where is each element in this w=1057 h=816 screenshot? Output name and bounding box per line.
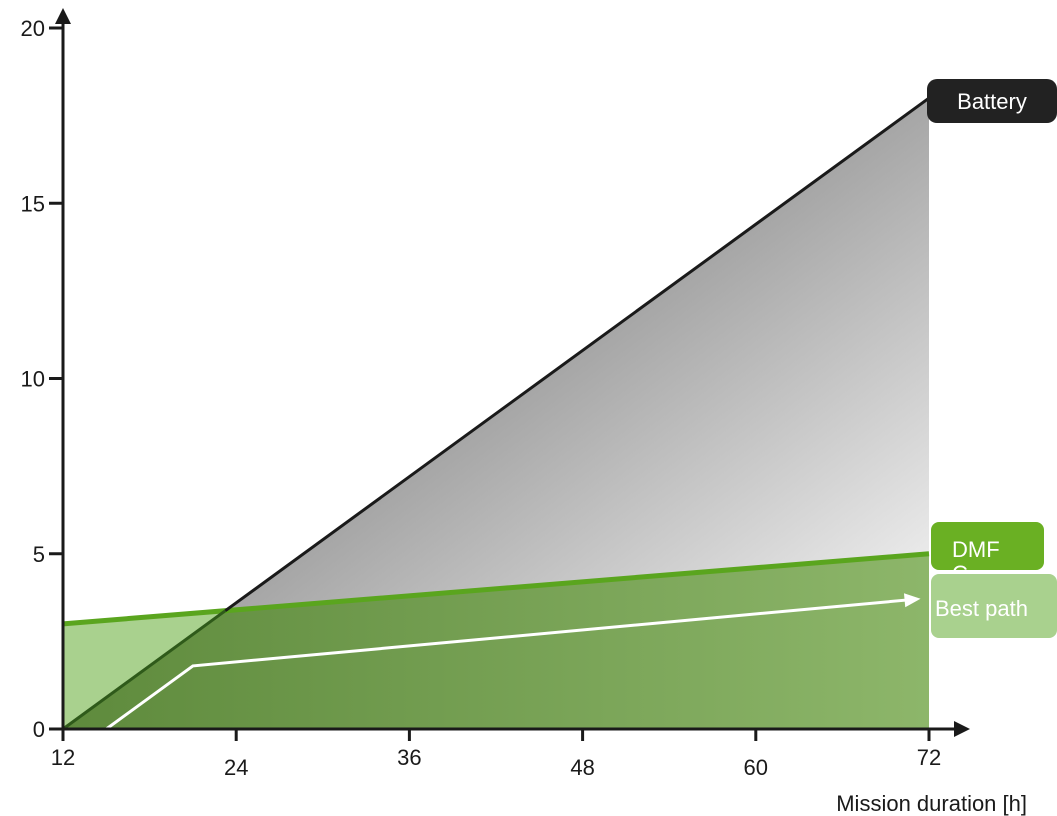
x-axis-arrowhead [954,721,970,737]
series-tag: Best path [931,574,1057,638]
x-tick-label: 24 [224,755,248,780]
x-tick-label: 48 [570,755,594,780]
dmfc-line [62,551,930,627]
x-tick-label: 12 [51,745,75,770]
y-tick-label: 5 [33,542,45,567]
y-tick-label: 20 [21,16,45,41]
series-tag-label: Battery [957,89,1027,114]
x-tick-label: 36 [397,745,421,770]
series-tag: Battery [927,79,1057,123]
best-path-arrowhead [903,593,921,608]
series-tag-box [927,79,1057,123]
y-tick-label: 15 [21,191,45,216]
x-axis-title: Mission duration [h] [836,791,1027,816]
x-tick-label: 72 [917,745,941,770]
series-tag-box [931,574,1057,638]
battery-line-lower [62,609,227,731]
overlap-area [63,553,929,729]
y-tick-label: 10 [21,367,45,392]
x-tick-label: 60 [744,755,768,780]
y-axis-arrowhead [55,8,71,24]
series-tag-label: Best path [935,596,1028,621]
battery-line [224,96,930,612]
y-tick-label: 0 [33,717,45,742]
series-tag-box [931,522,1044,570]
best-path-line [105,597,915,731]
